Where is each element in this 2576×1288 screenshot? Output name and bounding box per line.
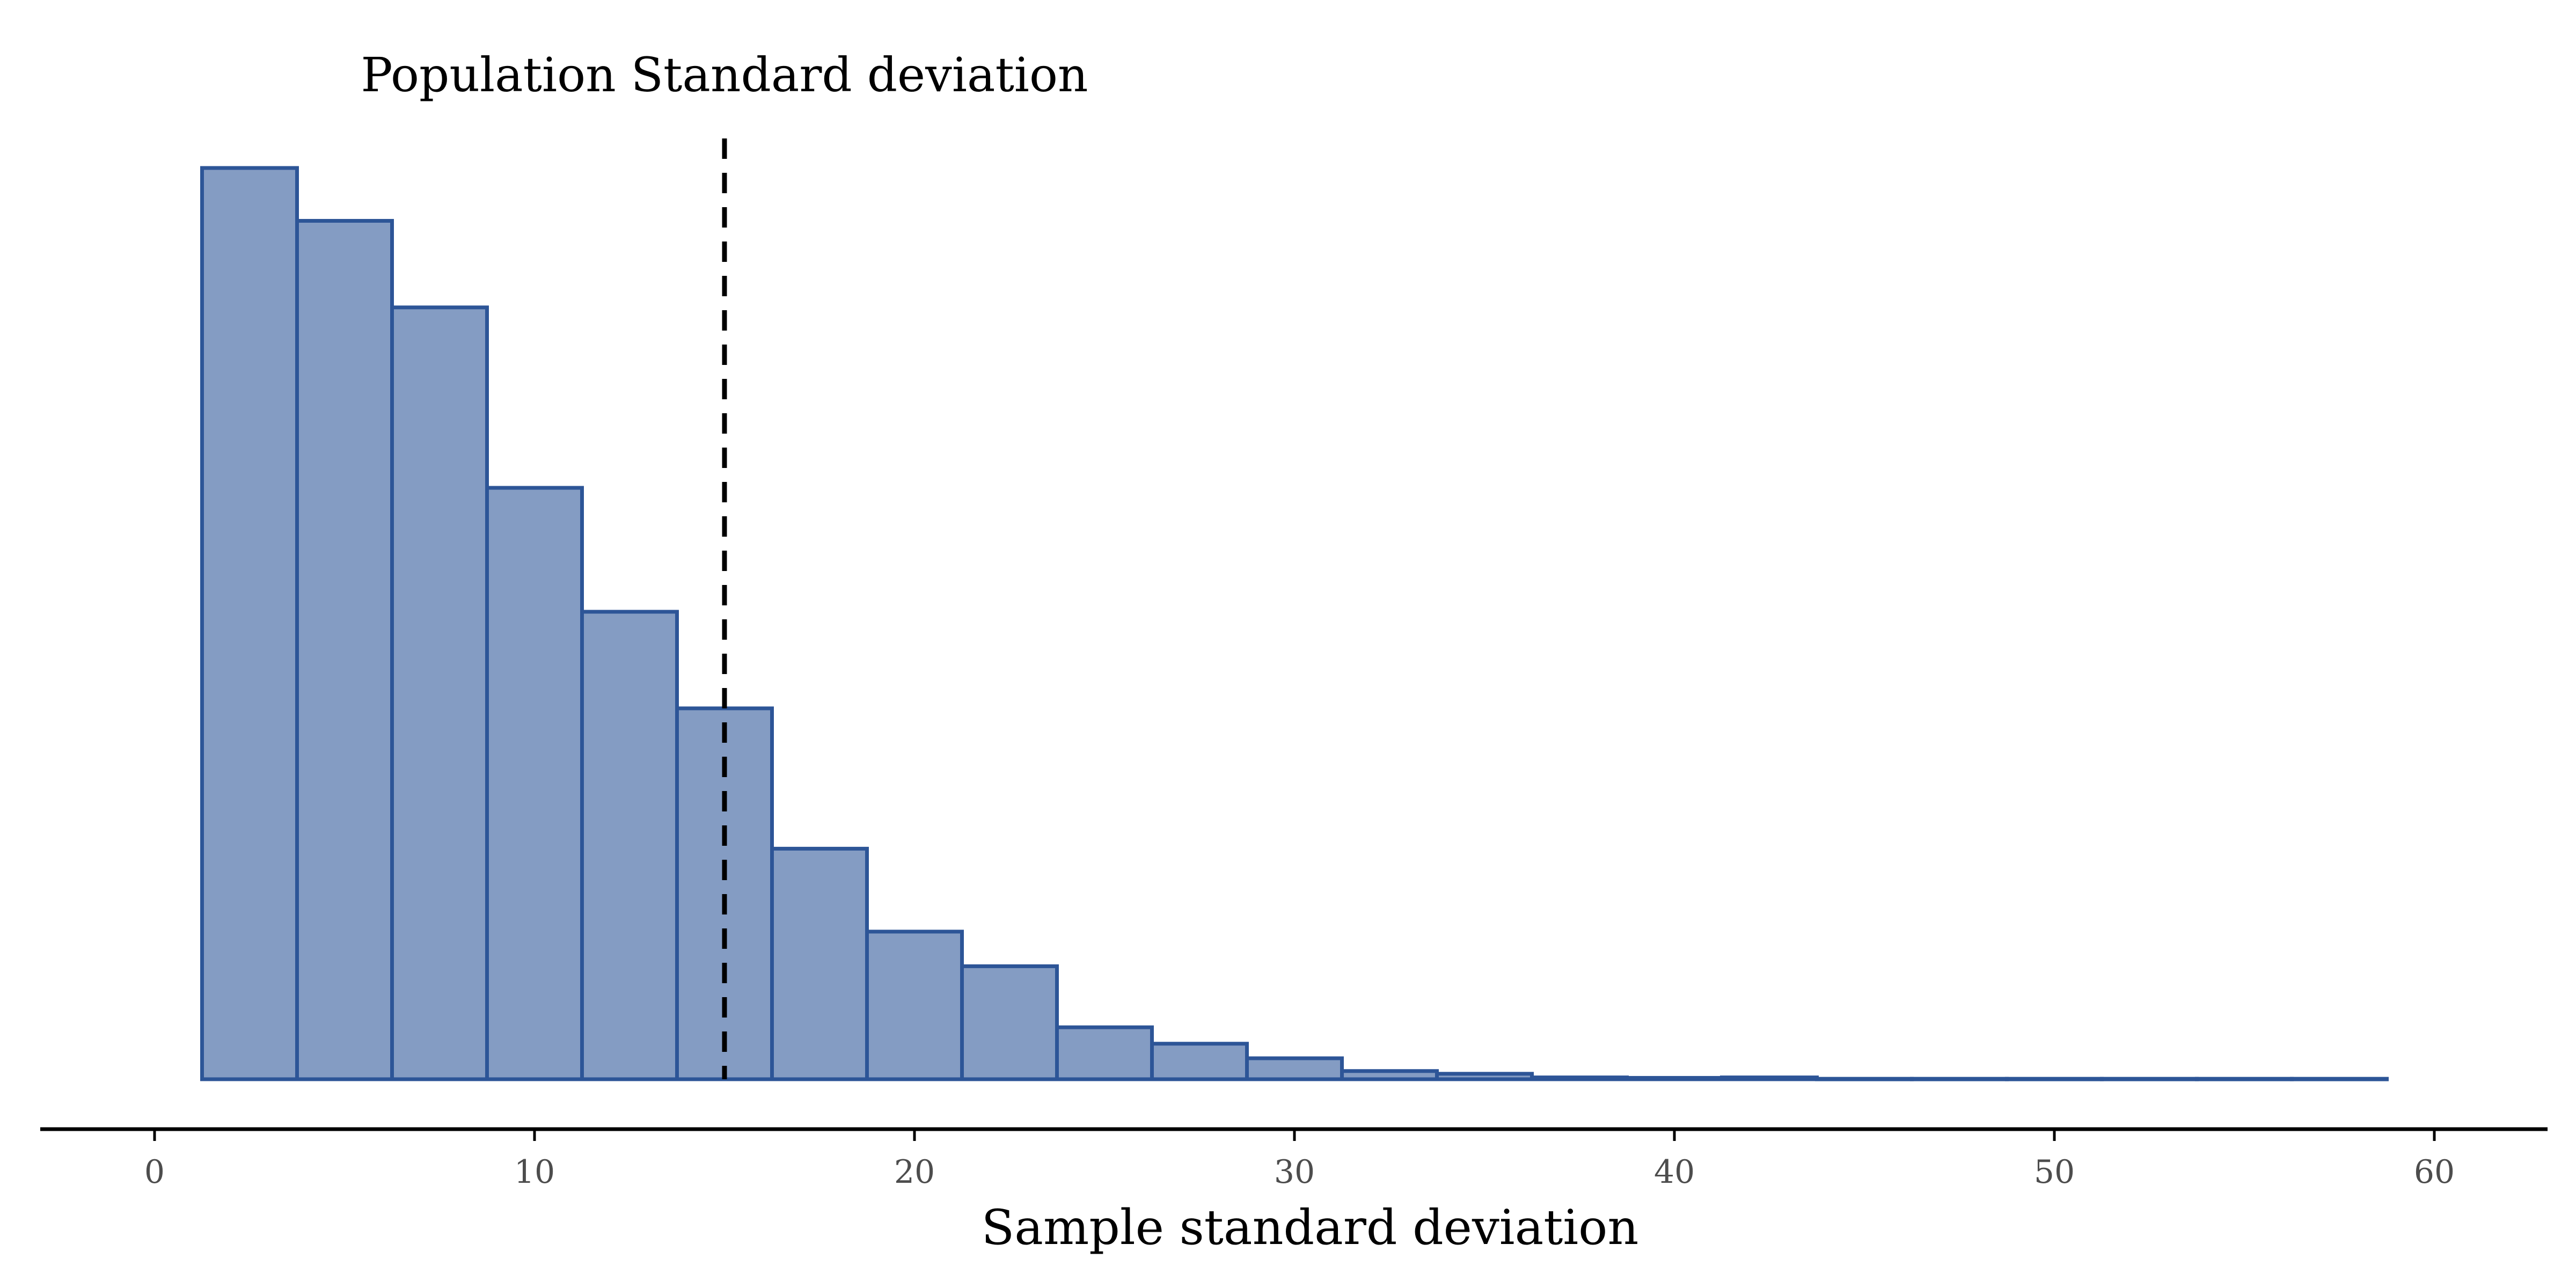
histogram-bar — [1530, 1075, 1629, 1081]
x-tick-label: 10 — [514, 1153, 555, 1191]
x-axis-ticks: 0 10 20 30 40 50 60 — [144, 1129, 2455, 1191]
histogram-bar — [1055, 1025, 1154, 1081]
histogram-bar — [1150, 1042, 1249, 1081]
histogram-bar — [200, 166, 299, 1081]
histogram-bar — [1625, 1075, 1724, 1081]
x-tick-label: 0 — [144, 1153, 165, 1191]
x-tick-label: 20 — [894, 1153, 935, 1191]
x-tick-label: 50 — [2034, 1153, 2075, 1191]
histogram-bar — [865, 930, 964, 1081]
x-tick-label: 30 — [1274, 1153, 1315, 1191]
histogram-bar — [485, 486, 584, 1081]
histogram-bar — [1245, 1056, 1344, 1081]
histogram-bar — [580, 610, 679, 1081]
x-tick-label: 60 — [2414, 1153, 2455, 1191]
histogram-bars — [200, 166, 2389, 1081]
histogram-bar — [1340, 1069, 1439, 1081]
histogram-bar — [390, 305, 489, 1081]
population-sd-label: Population Standard deviation — [361, 47, 1088, 103]
histogram-bar — [1435, 1072, 1534, 1081]
histogram-bar — [960, 964, 1059, 1081]
histogram-bar — [295, 218, 394, 1081]
x-axis-title: Sample standard deviation — [982, 1199, 1639, 1256]
x-tick-label: 40 — [1654, 1153, 1695, 1191]
histogram-bar — [770, 846, 869, 1081]
histogram-bar — [1720, 1075, 1819, 1081]
